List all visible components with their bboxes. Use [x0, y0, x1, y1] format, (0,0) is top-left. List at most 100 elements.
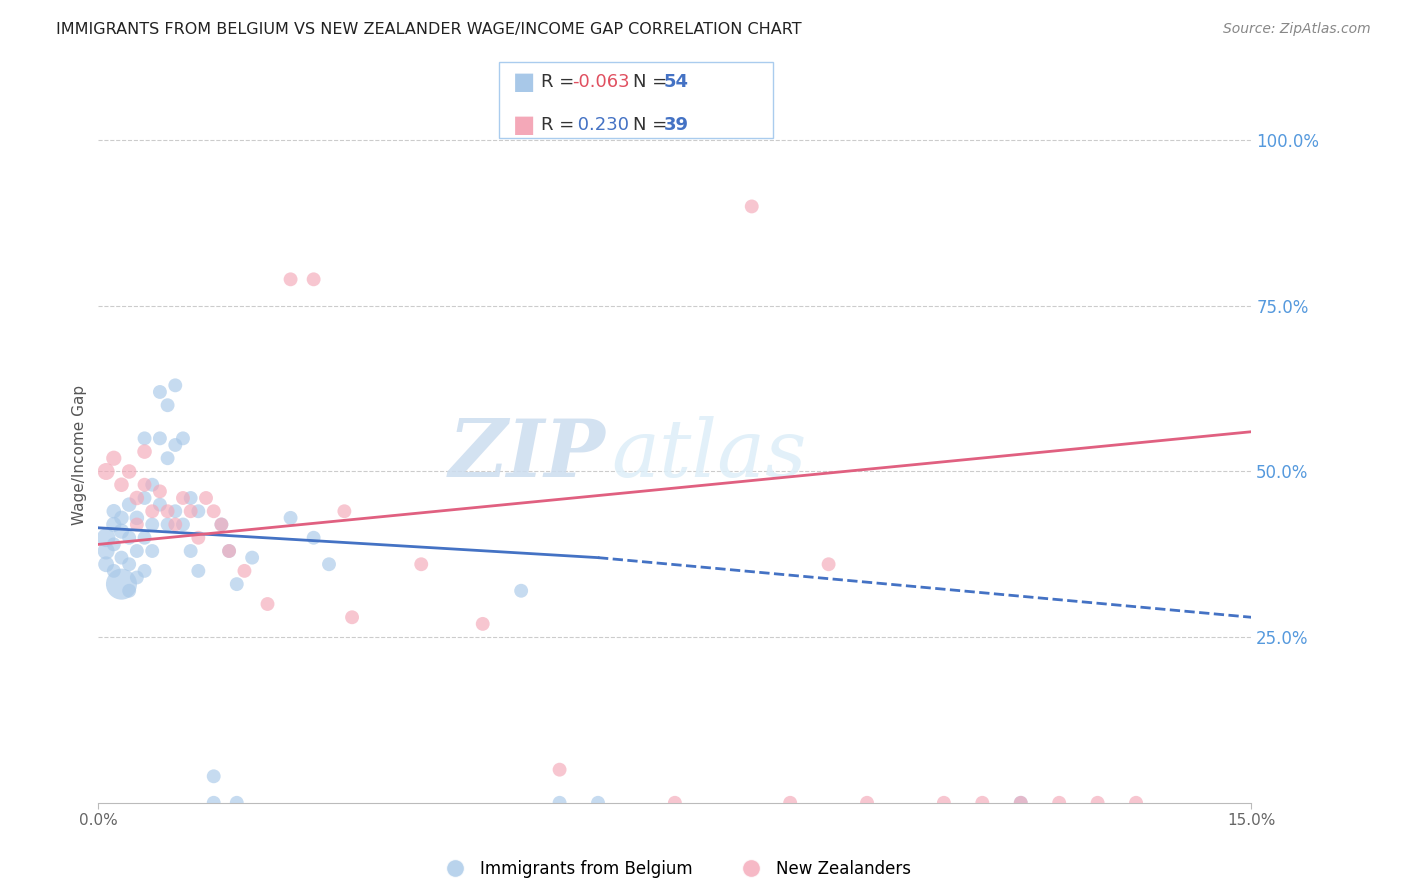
Point — [180, 504, 202, 518]
Point — [209, 517, 232, 532]
Point — [302, 531, 325, 545]
Point — [94, 558, 117, 572]
Point — [125, 511, 148, 525]
Point — [856, 796, 879, 810]
Point — [817, 558, 839, 572]
Point — [302, 272, 325, 286]
Point — [187, 531, 209, 545]
Point — [209, 517, 232, 532]
Point — [103, 517, 125, 532]
Point — [411, 558, 433, 572]
Point — [118, 558, 141, 572]
Point — [110, 550, 132, 565]
Point — [125, 570, 148, 584]
Point — [165, 504, 187, 518]
Point — [471, 616, 494, 631]
Text: ■: ■ — [513, 113, 536, 136]
Point — [149, 431, 172, 445]
Point — [180, 491, 202, 505]
Point — [149, 484, 172, 499]
Point — [141, 544, 163, 558]
Text: N =: N = — [633, 73, 672, 91]
Point — [94, 544, 117, 558]
Text: Source: ZipAtlas.com: Source: ZipAtlas.com — [1223, 22, 1371, 37]
Point — [156, 504, 179, 518]
Y-axis label: Wage/Income Gap: Wage/Income Gap — [72, 384, 87, 525]
Text: 54: 54 — [664, 73, 689, 91]
Point — [110, 524, 132, 538]
Point — [779, 796, 801, 810]
Point — [141, 504, 163, 518]
Point — [741, 199, 763, 213]
Point — [225, 577, 247, 591]
Point — [134, 564, 156, 578]
Point — [165, 378, 187, 392]
Point — [110, 511, 132, 525]
Point — [280, 511, 302, 525]
Text: IMMIGRANTS FROM BELGIUM VS NEW ZEALANDER WAGE/INCOME GAP CORRELATION CHART: IMMIGRANTS FROM BELGIUM VS NEW ZEALANDER… — [56, 22, 801, 37]
Point — [134, 477, 156, 491]
Point — [202, 504, 225, 518]
Point — [180, 544, 202, 558]
Point — [103, 451, 125, 466]
Text: R =: R = — [541, 116, 581, 134]
Text: 39: 39 — [664, 116, 689, 134]
Point — [141, 477, 163, 491]
Point — [548, 796, 571, 810]
Point — [118, 583, 141, 598]
Point — [94, 531, 117, 545]
Point — [172, 491, 194, 505]
Point — [1010, 796, 1032, 810]
Point — [1010, 796, 1032, 810]
Point — [125, 544, 148, 558]
Point — [972, 796, 994, 810]
Point — [240, 550, 263, 565]
Point — [118, 465, 141, 479]
Point — [125, 491, 148, 505]
Point — [1087, 796, 1109, 810]
Point — [225, 796, 247, 810]
Text: N =: N = — [633, 116, 672, 134]
Point — [156, 398, 179, 412]
Text: -0.063: -0.063 — [572, 73, 630, 91]
Legend: Immigrants from Belgium, New Zealanders: Immigrants from Belgium, New Zealanders — [432, 854, 918, 885]
Point — [156, 517, 179, 532]
Point — [233, 564, 256, 578]
Point — [149, 384, 172, 399]
Point — [110, 577, 132, 591]
Text: atlas: atlas — [612, 417, 807, 493]
Point — [103, 537, 125, 551]
Point — [548, 763, 571, 777]
Point — [202, 769, 225, 783]
Point — [340, 610, 363, 624]
Point — [664, 796, 686, 810]
Point — [134, 531, 156, 545]
Point — [195, 491, 218, 505]
Point — [141, 517, 163, 532]
Point — [125, 517, 148, 532]
Point — [103, 504, 125, 518]
Point — [110, 477, 132, 491]
Point — [218, 544, 240, 558]
Point — [172, 517, 194, 532]
Point — [510, 583, 533, 598]
Point — [333, 504, 356, 518]
Point — [318, 558, 340, 572]
Text: 0.230: 0.230 — [572, 116, 630, 134]
Point — [256, 597, 278, 611]
Text: ZIP: ZIP — [449, 417, 606, 493]
Point — [134, 491, 156, 505]
Point — [932, 796, 955, 810]
Point — [172, 431, 194, 445]
Point — [1047, 796, 1070, 810]
Point — [118, 498, 141, 512]
Point — [187, 504, 209, 518]
Point — [156, 451, 179, 466]
Point — [280, 272, 302, 286]
Text: R =: R = — [541, 73, 581, 91]
Point — [94, 465, 117, 479]
Point — [165, 517, 187, 532]
Point — [118, 531, 141, 545]
Point — [218, 544, 240, 558]
Point — [103, 564, 125, 578]
